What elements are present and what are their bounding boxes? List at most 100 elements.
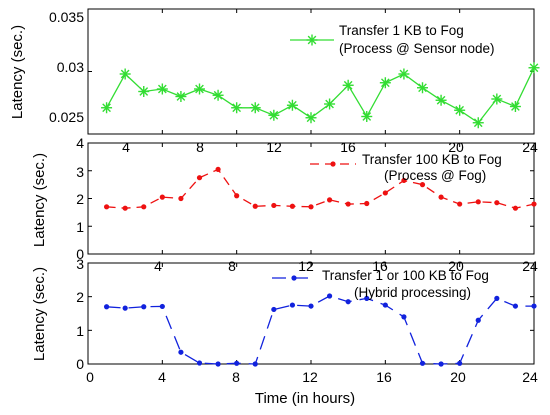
data-point <box>401 177 407 184</box>
panel-top-xtick-label: 16 <box>340 139 356 155</box>
data-point <box>249 102 261 114</box>
panel-top-ytick-label: 0.03 <box>57 59 84 75</box>
panel-bottom-series <box>103 293 537 367</box>
panel-middle-ticks <box>88 142 535 255</box>
data-point <box>379 77 391 89</box>
panel-middle-series <box>103 166 537 211</box>
data-point <box>438 361 444 367</box>
data-point <box>401 314 407 320</box>
data-point <box>398 68 410 80</box>
panel-top-legend-line-1: Transfer 1 KB to Fog <box>339 23 464 38</box>
data-point <box>215 361 221 367</box>
data-point <box>457 201 463 207</box>
panel-middle-ytick-label: 1 <box>76 219 84 235</box>
data-point <box>141 304 147 310</box>
data-point <box>159 194 165 200</box>
panel-middle: 4 3 2 1 0 4 8 12 16 20 24 Latency (sec.)… <box>31 135 538 274</box>
data-point <box>101 102 113 114</box>
data-point <box>382 190 388 196</box>
data-point <box>196 175 203 181</box>
data-point <box>308 204 314 210</box>
data-point <box>305 112 317 124</box>
data-point <box>196 360 203 366</box>
data-point <box>491 93 503 105</box>
panel-bottom-xtick-label: 8 <box>232 369 240 385</box>
data-point <box>342 79 354 91</box>
panel-bottom-xtick-label: 24 <box>522 369 538 385</box>
data-point <box>419 182 426 188</box>
data-point <box>512 303 519 309</box>
panel-middle-ytick-label: 0 <box>76 246 84 262</box>
panel-bottom-legend-line-2: (Hybrid processing) <box>354 285 471 300</box>
data-point <box>122 305 128 311</box>
panel-middle-legend-line-2: (Process @ Fog) <box>384 168 486 183</box>
data-point <box>494 295 500 301</box>
panel-bottom-ylabel: Latency (sec.) <box>31 267 48 361</box>
data-point <box>475 317 481 323</box>
data-point <box>494 200 500 206</box>
panel-middle-ytick-label: 4 <box>76 135 84 151</box>
panel-top-xtick-label: 24 <box>522 139 538 155</box>
panel-top-series <box>101 62 540 129</box>
data-point <box>457 360 463 366</box>
data-point <box>472 117 484 129</box>
data-point <box>141 204 147 210</box>
data-point <box>156 83 168 95</box>
panel-bottom-ytick-label: 3 <box>76 256 84 272</box>
data-point <box>234 360 240 366</box>
data-point <box>234 193 240 199</box>
data-point <box>231 102 243 114</box>
data-point <box>289 203 296 209</box>
panel-top: 0.035 0.03 0.025 4 8 12 16 20 24 Latency… <box>9 8 540 155</box>
data-point <box>286 99 298 111</box>
panel-bottom-xlabel: Time (in hours) <box>255 390 355 407</box>
data-point <box>103 304 110 310</box>
panel-bottom-ytick-label: 1 <box>76 323 84 339</box>
data-point <box>122 205 128 211</box>
data-point <box>308 303 314 309</box>
data-point <box>119 68 131 80</box>
data-point <box>271 306 277 313</box>
panel-top-legend-line-2: (Process @ Sensor node) <box>339 41 495 56</box>
data-point <box>509 101 521 112</box>
panel-middle-legend: Transfer 100 KB to Fog (Process @ Fog) <box>310 152 502 183</box>
data-point <box>103 204 110 210</box>
data-point <box>178 349 184 355</box>
data-point <box>326 197 333 203</box>
panel-middle-xtick-label: 4 <box>154 258 162 274</box>
panel-bottom: 3 2 1 0 0 4 8 12 16 20 24 Latency (sec.)… <box>31 256 538 407</box>
panel-middle-xtick-label: 12 <box>298 258 314 274</box>
data-point <box>212 89 224 101</box>
data-point <box>289 302 296 308</box>
panel-top-xtick-label: 8 <box>196 139 204 155</box>
panel-bottom-xtick-label: 12 <box>302 369 318 385</box>
panel-top-ylabel: Latency (sec.) <box>9 25 26 119</box>
panel-bottom-ytick-label: 0 <box>76 356 84 372</box>
panel-top-ytick-label: 0.035 <box>49 9 84 25</box>
data-point <box>419 360 426 366</box>
series-line <box>106 295 534 365</box>
data-point <box>252 203 258 209</box>
data-point <box>268 109 280 121</box>
data-point <box>528 62 540 74</box>
data-point <box>382 302 388 308</box>
panel-bottom-xtick-label: 16 <box>376 369 392 385</box>
data-point <box>435 94 447 106</box>
series-line <box>106 67 535 124</box>
legend-marker <box>306 34 318 46</box>
panel-bottom-xtick-label: 4 <box>158 369 166 385</box>
data-point <box>512 205 519 211</box>
panel-top-ytick-label: 0.025 <box>49 109 84 125</box>
panel-bottom-legend-sample <box>272 275 316 281</box>
panel-middle-ytick-label: 2 <box>76 191 84 207</box>
data-point <box>364 295 370 301</box>
panel-top-xtick-label: 4 <box>122 139 130 155</box>
data-point <box>531 201 537 207</box>
data-point <box>417 82 428 94</box>
panel-middle-ytick-label: 3 <box>76 164 84 180</box>
data-point <box>326 293 333 299</box>
panel-middle-legend-sample <box>310 161 356 167</box>
panel-top-legend: Transfer 1 KB to Fog (Process @ Sensor n… <box>290 23 495 56</box>
panel-bottom-xtick-label: 0 <box>86 369 94 385</box>
